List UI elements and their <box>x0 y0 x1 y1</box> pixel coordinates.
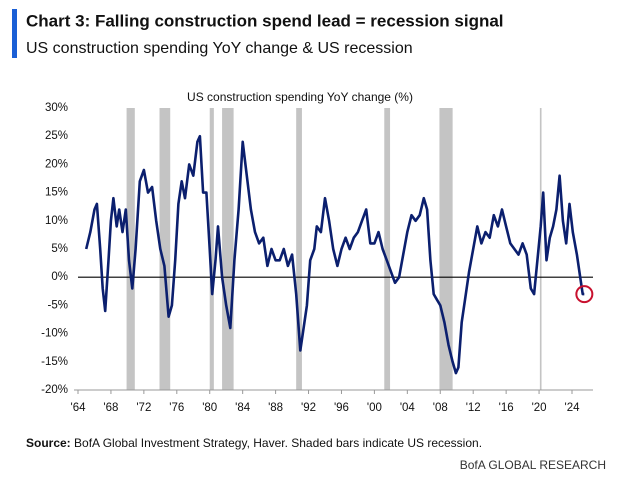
x-tick-label: '64 <box>71 402 87 414</box>
x-tick-label: '08 <box>433 402 448 414</box>
series-label: US construction spending YoY change (%) <box>187 90 413 104</box>
recession-bar <box>159 108 171 390</box>
title-accent <box>12 9 17 58</box>
recession-bar <box>209 108 214 390</box>
footer: BofA GLOBAL RESEARCH <box>460 458 606 472</box>
x-tick-label: '76 <box>169 402 184 414</box>
y-tick-label: 10% <box>45 215 68 227</box>
x-tick-label: '88 <box>268 402 283 414</box>
x-tick-label: '84 <box>235 402 251 414</box>
y-tick-label: 20% <box>45 158 68 170</box>
x-tick-label: '12 <box>466 402 481 414</box>
chart-subtitle: US construction spending YoY change & US… <box>26 40 413 57</box>
y-tick-label: 25% <box>45 130 68 142</box>
source: Source: BofA Global Investment Strategy,… <box>26 436 482 450</box>
y-tick-label: -15% <box>41 356 68 368</box>
recession-bar <box>384 108 391 390</box>
y-tick-label: 15% <box>45 187 68 199</box>
recession-bar <box>539 108 542 390</box>
x-tick-label: '24 <box>565 402 581 414</box>
x-tick-label: '20 <box>532 402 547 414</box>
x-tick-label: '96 <box>334 402 349 414</box>
x-tick-label: '72 <box>136 402 151 414</box>
y-tick-label: 30% <box>45 102 68 114</box>
y-tick-label: 0% <box>51 271 68 283</box>
source-text: BofA Global Investment Strategy, Haver. … <box>74 436 482 450</box>
x-tick-label: '68 <box>103 402 118 414</box>
x-tick-label: '04 <box>400 402 416 414</box>
y-tick-label: -10% <box>41 328 68 340</box>
source-label: Source: <box>26 436 71 450</box>
data-line <box>84 134 585 375</box>
recession-bar <box>296 108 302 390</box>
x-tick-label: '92 <box>301 402 316 414</box>
highlight-circle <box>575 285 594 304</box>
recession-bar <box>222 108 234 390</box>
chart-title: Chart 3: Falling construction spend lead… <box>26 11 504 30</box>
recession-bar <box>439 108 453 390</box>
y-tick-label: 5% <box>51 243 68 255</box>
x-tick-label: '00 <box>367 402 382 414</box>
y-tick-label: -20% <box>41 384 68 396</box>
recession-bar <box>126 108 135 390</box>
y-tick-label: -5% <box>48 299 68 311</box>
x-tick-label: '80 <box>202 402 217 414</box>
x-tick-label: '16 <box>499 402 514 414</box>
